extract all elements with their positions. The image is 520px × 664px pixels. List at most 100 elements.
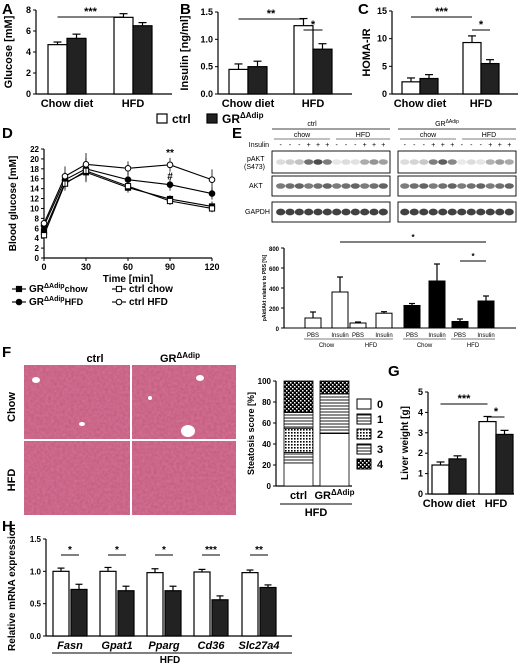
- legend-label: 3: [377, 444, 383, 456]
- x-tick-label: Fasn: [57, 640, 83, 652]
- blot-row-label: GAPDH: [245, 209, 270, 216]
- legend-swatch: [356, 428, 372, 440]
- legend-label: 4: [377, 459, 384, 471]
- legend-label: GRΔAdipchow: [29, 283, 89, 295]
- blot-band: [369, 159, 379, 165]
- bar-segment: [283, 412, 314, 429]
- bar: [349, 322, 367, 329]
- blot-insulin-mark: +: [307, 142, 311, 149]
- legend-label: ctrl chow: [129, 284, 173, 295]
- blot-band: [485, 183, 495, 189]
- x-group-label: HFD: [470, 98, 493, 110]
- histology-texture: [24, 365, 130, 439]
- data-point: [208, 190, 216, 197]
- bar: [419, 77, 439, 95]
- y-tick-label: 0: [35, 254, 40, 263]
- x-tick-label-sup: ΔAdip: [331, 488, 355, 497]
- x-axis-label: Time [min]: [103, 274, 153, 285]
- x-group-label: Chow diet: [394, 98, 447, 110]
- panel-letter-b: B: [180, 1, 191, 18]
- y-tick-label: 800: [269, 247, 280, 253]
- y-tick-label: 2: [26, 68, 31, 78]
- legend-label: GRΔAdipHFD: [29, 296, 84, 308]
- y-tick-label: 1.0: [30, 567, 42, 576]
- y-tick-label: 16: [30, 175, 39, 184]
- data-point: [115, 285, 123, 293]
- blot-band: [350, 183, 360, 189]
- bar-segment: [319, 380, 350, 395]
- blot-band: [360, 183, 370, 189]
- histology-col-label-sup: ΔAdip: [176, 351, 200, 360]
- blot-diet-label: HFD: [356, 132, 370, 139]
- bar: [431, 464, 450, 495]
- blot-band: [285, 183, 295, 189]
- x-tick-label: Insulin: [375, 333, 392, 339]
- panel-letter-h: H: [2, 518, 13, 535]
- chart-h: 0.0 0.5 1.0 1.5 Relative mRNA expression * Fas…: [7, 524, 292, 664]
- panel-letter-d: D: [2, 125, 13, 142]
- y-axis-label: Relative mRNA expression: [7, 524, 18, 651]
- y-axis-label: Steatosis score [%]: [246, 392, 256, 475]
- blot-band: [350, 208, 360, 216]
- bar: [480, 62, 500, 95]
- x-tick-label: PBS: [307, 333, 319, 339]
- blot-band: [466, 208, 476, 216]
- x-group-label: HFD: [302, 98, 325, 110]
- significance-label: ***: [84, 6, 98, 18]
- blot-band: [438, 159, 448, 165]
- blot-band: [419, 183, 429, 189]
- legend-label: ctrl HFD: [129, 297, 168, 308]
- y-axis-label: Glucose [mM]: [3, 15, 15, 88]
- significance-label: *: [162, 545, 166, 556]
- blot-band: [409, 208, 419, 216]
- bar: [293, 25, 314, 95]
- x-tick-label: Pparg: [148, 640, 179, 652]
- x-tick-label: Gpat1: [101, 640, 132, 652]
- blot-band: [313, 159, 323, 165]
- y-tick-label: 1.0: [200, 34, 213, 44]
- blot-band: [378, 159, 388, 165]
- legend-top: ctrl GRΔAdip: [156, 111, 264, 126]
- y-tick-label: 60: [262, 419, 271, 428]
- bar-segment: [283, 380, 314, 413]
- data-point: [15, 285, 23, 293]
- y-axis-label: Liver weight [g]: [400, 406, 411, 480]
- bar: [228, 68, 249, 95]
- histology-row-label: HFD: [6, 469, 18, 492]
- y-tick-label: 600: [269, 267, 280, 273]
- y-tick-label: 1: [418, 469, 423, 479]
- bar: [117, 590, 135, 637]
- data-point: [40, 220, 48, 227]
- blot-insulin-mark: +: [325, 142, 329, 149]
- blot-band: [360, 159, 370, 165]
- x-group-label: HFD: [467, 343, 480, 349]
- y-tick-label: 4: [26, 47, 31, 57]
- y-tick-label: 6: [26, 26, 31, 36]
- blot-insulin-mark: -: [354, 142, 357, 149]
- bar: [401, 81, 421, 95]
- blot-band: [369, 208, 379, 216]
- blot-diet-label: chow: [294, 132, 311, 139]
- series-line: [43, 163, 213, 224]
- bar: [259, 586, 277, 637]
- blot-band: [409, 183, 419, 189]
- blot-strip: [397, 175, 517, 197]
- blot-band: [447, 208, 457, 216]
- significance-label: *: [311, 19, 316, 31]
- blot-band: [332, 183, 342, 189]
- vessel: [196, 375, 204, 381]
- blot-band: [341, 183, 351, 189]
- data-point: [15, 298, 23, 306]
- blot-band: [466, 159, 476, 165]
- y-tick-label: 18: [30, 165, 39, 174]
- blot-band: [332, 208, 342, 216]
- blot-band: [341, 208, 351, 216]
- x-tick-label: PBS: [406, 333, 418, 339]
- data-point: [61, 172, 69, 180]
- legend-label-sup: ΔAdip: [44, 296, 65, 303]
- y-tick-label: 0.0: [30, 632, 42, 641]
- blot-band: [447, 183, 457, 189]
- y-tick-label: 15: [377, 6, 387, 16]
